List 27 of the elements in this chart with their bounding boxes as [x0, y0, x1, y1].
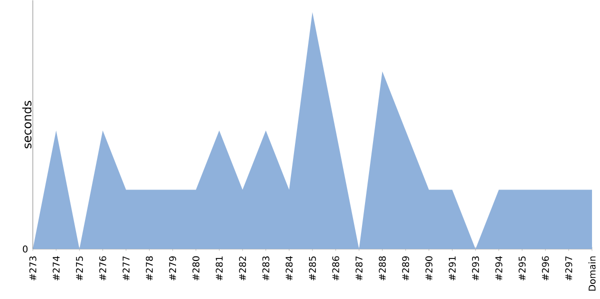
x-tick-label: #291	[448, 256, 456, 280]
x-tick-label: #295	[518, 256, 526, 280]
x-tick-label: #275	[76, 256, 83, 280]
x-tick-label: #283	[262, 256, 270, 280]
x-tick-label: #281	[216, 256, 223, 280]
x-tick-label: #289	[402, 256, 410, 280]
x-tick-label: #278	[146, 256, 153, 280]
x-tick-label: #282	[239, 256, 246, 280]
x-tick-label: #287	[356, 256, 363, 280]
x-tick-label: #285	[308, 256, 316, 280]
x-tick-label: #277	[122, 256, 130, 280]
x-tick-label: #294	[495, 256, 502, 280]
x-tick-label: #280	[192, 256, 200, 280]
x-tick-label: #296	[542, 256, 549, 280]
x-tick-label: #279	[169, 256, 176, 280]
x-tick-label: #284	[286, 256, 293, 280]
x-tick-label: #276	[99, 256, 106, 280]
x-tick-label: #297	[565, 256, 572, 280]
x-tick-label: #286	[332, 256, 340, 280]
x-tick-label: Domain	[588, 256, 596, 291]
x-tick-label: #274	[52, 256, 60, 280]
x-tick-label: #290	[425, 256, 432, 280]
text: 0	[22, 246, 28, 253]
x-tick-label: #273	[29, 256, 36, 280]
x-tick-label: #288	[378, 256, 386, 280]
x-tick-label: #293	[472, 256, 480, 280]
y-axis-title: seconds	[22, 101, 32, 148]
